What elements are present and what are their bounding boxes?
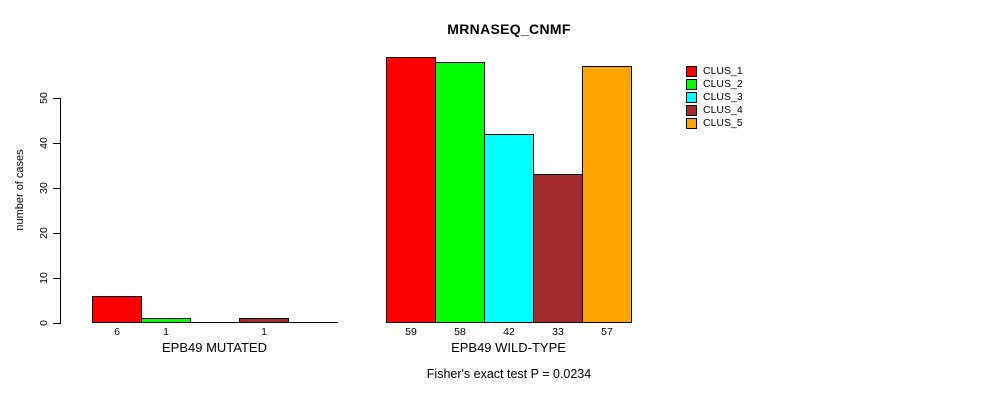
legend-swatch-clus_3	[686, 91, 697, 103]
y-tick-label: 20	[38, 227, 50, 239]
bar-clus_1-wildtype	[386, 57, 436, 323]
legend: CLUS_1 CLUS_2 CLUS_3 CLUS_4 CLUS_5	[686, 65, 743, 129]
legend-item-clus_4: CLUS_4	[686, 104, 743, 116]
y-axis-tick	[53, 278, 60, 279]
y-tick-label: 0	[38, 320, 50, 326]
y-tick-label: 30	[38, 182, 50, 194]
bar-clus_1-mutated	[92, 296, 142, 323]
y-axis-tick	[53, 188, 60, 189]
bar-value-label: 57	[601, 326, 613, 338]
legend-swatch-clus_5	[686, 117, 697, 129]
legend-label: CLUS_4	[703, 104, 743, 116]
chart-title: MRNASEQ_CNMF	[447, 21, 571, 37]
legend-swatch-clus_4	[686, 104, 697, 116]
bar-clus_2-mutated	[141, 318, 191, 323]
bar-clus_4-mutated	[239, 318, 289, 323]
fisher-test-annotation: Fisher's exact test P = 0.0234	[426, 367, 592, 381]
y-tick-label: 40	[38, 137, 50, 149]
bar-clus_2-wildtype	[435, 62, 485, 323]
legend-swatch-clus_1	[686, 65, 697, 77]
bar-value-label: 33	[552, 326, 564, 338]
y-tick-label: 50	[38, 92, 50, 104]
legend-swatch-clus_2	[686, 78, 697, 90]
legend-label: CLUS_3	[703, 91, 743, 103]
legend-label: CLUS_1	[703, 65, 743, 77]
bar-value-label: 1	[163, 326, 169, 338]
group-label: EPB49 WILD-TYPE	[451, 340, 566, 355]
y-axis-label: number of cases	[14, 149, 26, 231]
bar-clus_4-wildtype	[533, 174, 583, 323]
legend-item-clus_5: CLUS_5	[686, 117, 743, 129]
baseline	[92, 322, 338, 323]
y-axis-tick	[53, 233, 60, 234]
y-axis-tick	[53, 98, 60, 99]
bar-clus_5-wildtype	[582, 66, 632, 323]
legend-item-clus_1: CLUS_1	[686, 65, 743, 77]
bar-value-label: 59	[405, 326, 417, 338]
y-axis-tick	[53, 143, 60, 144]
y-axis-tick	[53, 323, 60, 324]
bar-value-label: 1	[261, 326, 267, 338]
y-axis-line	[60, 98, 61, 324]
bar-value-label: 42	[503, 326, 515, 338]
legend-label: CLUS_5	[703, 117, 743, 129]
legend-item-clus_3: CLUS_3	[686, 91, 743, 103]
legend-item-clus_2: CLUS_2	[686, 78, 743, 90]
bar-value-label: 58	[454, 326, 466, 338]
bar-value-label: 6	[114, 326, 120, 338]
group-label: EPB49 MUTATED	[162, 340, 267, 355]
legend-label: CLUS_2	[703, 78, 743, 90]
y-tick-label: 10	[38, 272, 50, 284]
bar-clus_3-wildtype	[484, 134, 534, 323]
